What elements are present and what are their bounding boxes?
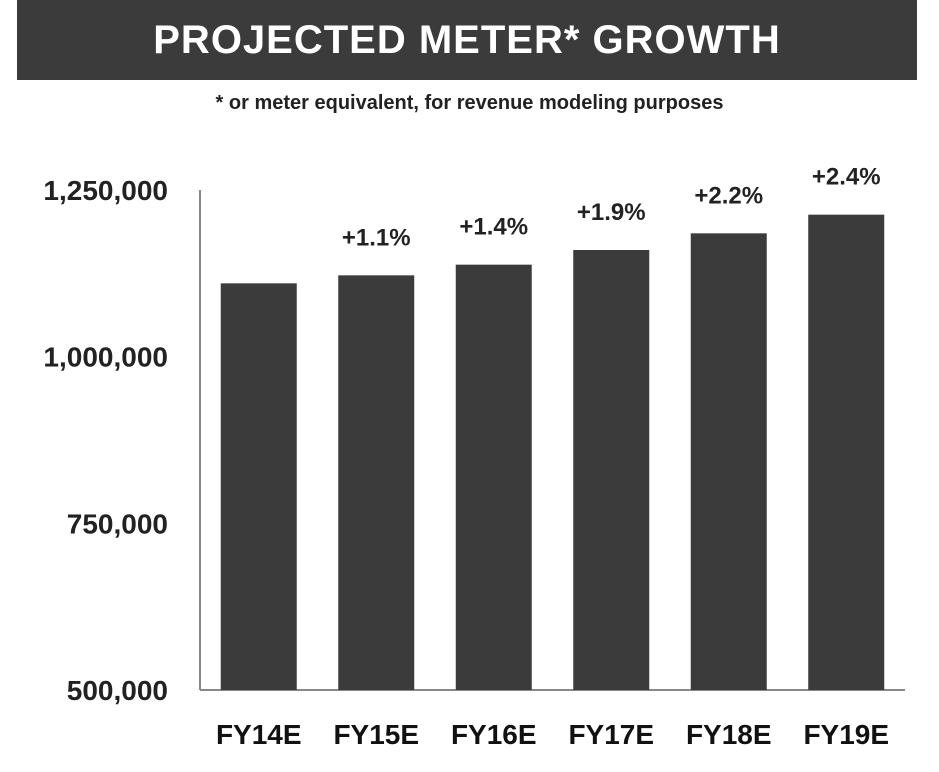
bar-fy15e [338,275,415,690]
data-label: +1.9% [577,199,646,226]
x-tick-label: FY18E [686,719,772,750]
y-tick-label: 500,000 [67,675,168,706]
y-tick-label: 1,250,000 [43,175,168,206]
chart-title: PROJECTED METER* GROWTH [153,17,781,62]
bar-fy17e [573,250,650,690]
bar-fy14e [220,283,297,690]
bar-fy18e [690,233,767,691]
y-tick-label: 1,000,000 [43,342,168,373]
x-tick-label: FY14E [216,719,302,750]
data-label: +1.1% [342,224,411,251]
bar-fy16e [455,264,532,690]
y-tick-label: 750,000 [67,508,168,539]
data-label: +2.2% [694,182,763,209]
x-tick-label: FY17E [568,719,654,750]
x-tick-label: FY15E [333,719,419,750]
x-tick-label: FY16E [451,719,537,750]
chart-subtitle: * or meter equivalent, for revenue model… [215,92,724,114]
x-tick-label: FY19E [803,719,889,750]
data-label: +1.4% [459,214,528,241]
title-banner: PROJECTED METER* GROWTH [17,0,917,80]
data-label: +2.4% [812,164,881,191]
bar-fy19e [808,214,885,690]
